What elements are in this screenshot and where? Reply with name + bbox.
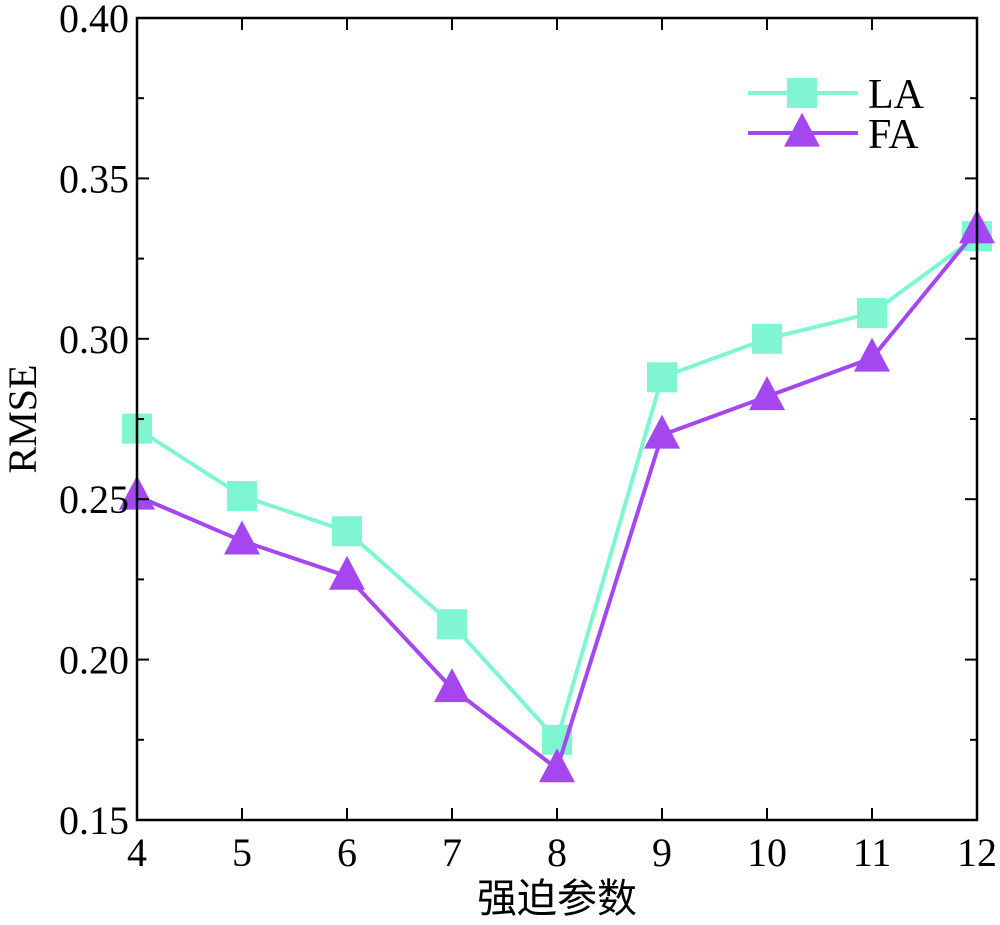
x-tick-label: 9 [652,830,672,875]
plot-frame [135,16,979,822]
data-point-la [437,609,467,640]
x-tick-label: 5 [232,830,252,875]
y-tick-label: 0.20 [59,638,129,683]
series-layer [119,209,995,783]
x-tick-label: 12 [957,830,997,875]
y-tick-label: 0.40 [59,0,129,41]
y-axis-title: RMSE [0,365,45,474]
legend-label: FA [868,112,919,158]
legend-marker-square [787,78,817,108]
x-tick-label: 8 [547,830,567,875]
x-tick-label: 4 [127,830,147,875]
data-point-fa [434,668,470,703]
y-tick-label: 0.15 [59,798,129,843]
data-point-la [857,298,887,329]
legend-label: LA [868,72,925,118]
data-point-fa [644,414,680,449]
y-tick-label: 0.25 [59,477,129,522]
legend-entry-la: LA [748,72,925,118]
series-la [122,221,992,755]
x-axis-title: 强迫参数 [477,876,637,922]
x-tick-label: 6 [337,830,357,875]
data-point-fa [329,555,365,590]
series-line-la [135,234,979,744]
ticks-layer [136,17,978,821]
y-tick-label: 0.35 [59,156,129,201]
x-tick-label: 7 [442,830,462,875]
x-tick-label: 11 [853,830,892,875]
data-point-fa [749,376,785,411]
x-tick-label: 10 [747,830,787,875]
series-line-fa [136,228,979,772]
legend-entry-fa: FA [748,112,919,158]
data-point-la [332,516,362,547]
y-tick-label: 0.30 [59,317,129,362]
data-point-fa [224,520,260,555]
tick-labels-layer: 4 5 6 7 8 9 10 11 12 0.15 0.20 0.25 0.30 0.35 0.40 [59,0,997,875]
data-point-fa [539,748,575,783]
data-point-la [647,362,677,393]
data-point-la [752,323,782,354]
data-point-fa [854,337,890,372]
legend-marker-triangle [784,112,820,147]
data-point-la [227,480,257,511]
